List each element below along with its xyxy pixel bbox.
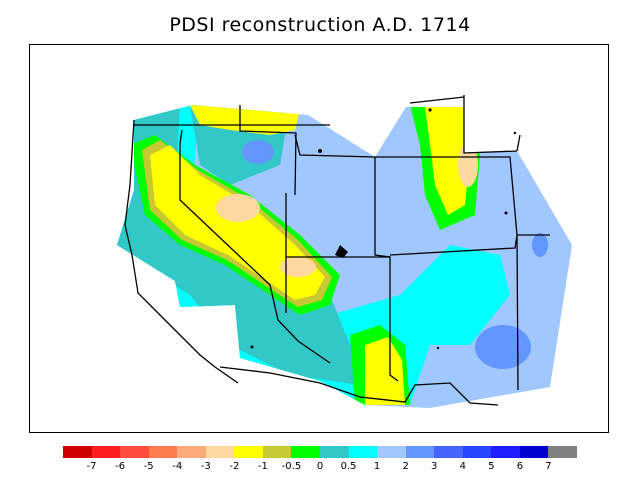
colorbar-tick-label: 3 xyxy=(431,461,438,472)
colorbar-tick-label: 7 xyxy=(545,461,552,472)
idaho-montana xyxy=(239,105,297,196)
band-yellow-north xyxy=(190,105,300,135)
colorbar-swatch xyxy=(519,446,549,458)
mexico-border xyxy=(219,366,499,406)
colorbar-tick-label: 4 xyxy=(459,461,466,472)
colorbar-swatch xyxy=(234,446,264,458)
colorbar-swatch xyxy=(120,446,150,458)
colorbar-swatch xyxy=(63,446,93,458)
colorbar-tick-label: 0.5 xyxy=(340,461,357,472)
north-border-ne xyxy=(409,96,465,104)
band-yellow-dry xyxy=(150,145,325,300)
lake-s xyxy=(436,346,440,350)
nebraska-line xyxy=(516,134,521,152)
colorbar-swatch xyxy=(320,446,350,458)
nevada-california xyxy=(179,143,279,321)
colorbar-tick-label: -2 xyxy=(229,461,240,472)
colorbar-tick-label: 0 xyxy=(316,461,324,472)
west-coastline xyxy=(124,119,239,384)
colorbar-swatch xyxy=(205,446,235,458)
colorbar-tick-label: -6 xyxy=(115,461,126,472)
lake-ne2 xyxy=(513,131,517,135)
colorbar-tick-label: 1 xyxy=(373,461,381,472)
map-frame xyxy=(29,44,609,433)
nm-texas xyxy=(389,234,519,391)
pdsi-map xyxy=(117,95,572,408)
colorbar-swatch xyxy=(91,446,121,458)
band-south-yellow xyxy=(365,337,405,405)
great-salt-lake xyxy=(335,245,348,258)
boundaries xyxy=(124,95,550,406)
dry-core-utah xyxy=(280,257,316,277)
colorbar-tick-label: -3 xyxy=(200,461,211,472)
colorbar-swatch xyxy=(405,446,435,458)
colorbar-swatch xyxy=(291,446,321,458)
lake-north xyxy=(318,149,322,153)
colorbar-swatch xyxy=(377,446,407,458)
colorbar-swatch xyxy=(491,446,521,458)
band-teal-west xyxy=(117,105,400,385)
band-ne-yellow xyxy=(425,107,470,215)
lake-ne xyxy=(428,108,432,112)
lake-sw xyxy=(250,345,254,349)
dry-core-nevada xyxy=(216,194,260,222)
colorado-north xyxy=(294,134,376,158)
colorado-east xyxy=(375,156,518,236)
colorbar-swatch xyxy=(462,446,492,458)
colorbar-swatch xyxy=(177,446,207,458)
lakes xyxy=(250,108,517,350)
wet-core-north xyxy=(242,140,274,164)
colorbar-tick-label: -1 xyxy=(257,461,268,472)
map-title: PDSI reconstruction A.D. 1714 xyxy=(169,14,471,36)
colorbar-swatch xyxy=(434,446,464,458)
dry-core-ne xyxy=(458,143,478,187)
wet-core-east-edge xyxy=(532,233,548,257)
wet-core-southeast xyxy=(475,325,531,369)
colorbar xyxy=(63,446,578,458)
colorbar-tick-label: -0.5 xyxy=(281,461,302,472)
colorbar-tick-label: -4 xyxy=(172,461,183,472)
colorbar-tick-label: 6 xyxy=(516,461,524,472)
oregon-idaho xyxy=(179,129,183,144)
colorbar-swatch xyxy=(148,446,178,458)
sw-diagonal xyxy=(277,319,331,364)
colorbar-tick-label: -5 xyxy=(143,461,154,472)
colorbar-swatch xyxy=(348,446,378,458)
colorbar-tick-label: 5 xyxy=(488,461,495,472)
colorbar-swatch xyxy=(262,446,292,458)
dakota-line xyxy=(463,95,518,154)
colorbar-swatch xyxy=(548,446,578,458)
colorbar-tick-label: 2 xyxy=(402,461,409,472)
colorbar-tick-label: -7 xyxy=(86,461,97,472)
lake-e xyxy=(504,211,508,215)
